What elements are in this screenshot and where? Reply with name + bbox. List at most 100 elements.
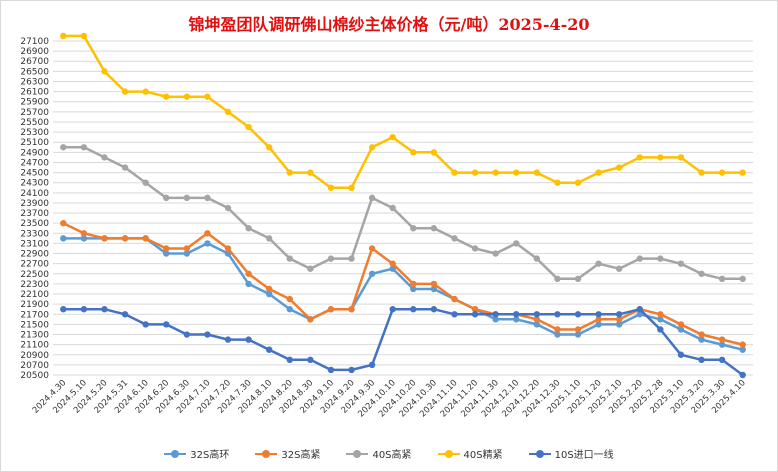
data-point: [739, 341, 746, 348]
y-tick-label: 25500: [20, 118, 49, 128]
data-point: [677, 326, 685, 333]
data-point: [60, 235, 67, 242]
y-tick-label: 22700: [20, 260, 49, 270]
data-point: [636, 154, 643, 161]
legend: 32S高环 32S高紧 40S高紧 40S精紧 10S进口一线: [1, 446, 777, 461]
legend-label: 40S高紧: [372, 450, 412, 461]
y-tick-label: 20900: [20, 351, 49, 361]
y-tick-label: 25300: [20, 128, 49, 138]
data-point: [657, 255, 664, 262]
y-tick-label: 27100: [20, 37, 49, 47]
data-point: [80, 144, 88, 151]
series-line: [63, 146, 743, 281]
data-point: [739, 169, 746, 176]
data-point: [636, 311, 643, 318]
data-point: [348, 255, 355, 262]
data-point: [163, 93, 170, 100]
data-point: [595, 169, 602, 176]
data-point: [471, 169, 479, 176]
data-point: [410, 225, 417, 232]
data-point: [224, 336, 232, 343]
legend-item: 32S高环: [164, 446, 229, 461]
data-point: [595, 311, 602, 318]
data-point: [142, 179, 149, 186]
data-point: [163, 250, 170, 257]
data-point: [307, 316, 314, 323]
data-point: [430, 225, 438, 232]
data-point: [698, 270, 705, 277]
data-point: [615, 311, 623, 318]
y-tick-label: 22100: [20, 290, 49, 300]
data-point: [163, 194, 170, 202]
y-tick-label: 25100: [20, 138, 49, 148]
data-point: [513, 316, 520, 323]
data-point: [204, 230, 211, 237]
data-point: [595, 316, 602, 323]
data-point: [718, 356, 726, 364]
y-tick-label: 25900: [20, 98, 49, 108]
legend-item: 40S高紧: [346, 446, 412, 461]
legend-swatch: [164, 449, 187, 459]
data-point: [327, 184, 335, 191]
data-point: [615, 316, 623, 323]
data-point: [368, 270, 376, 277]
data-point: [718, 275, 726, 283]
data-point: [389, 265, 396, 272]
data-point: [204, 194, 211, 202]
series-line: [63, 237, 744, 351]
legend-item: 10S进口一线: [528, 446, 614, 461]
data-point: [163, 245, 170, 252]
data-point: [739, 346, 746, 353]
legend-label: 40S精紧: [463, 450, 503, 461]
data-point: [677, 154, 685, 161]
data-point: [657, 316, 664, 323]
legend-label: 32S高环: [190, 450, 230, 461]
data-point: [348, 306, 355, 313]
y-tick-label: 24700: [20, 158, 49, 168]
data-point: [101, 68, 108, 75]
data-point: [368, 194, 376, 202]
y-tick-label: 23300: [20, 229, 49, 239]
data-point: [121, 164, 129, 171]
data-point: [615, 164, 623, 171]
legend-swatch: [255, 449, 278, 459]
data-point: [142, 235, 149, 242]
data-point: [574, 179, 582, 186]
legend-swatch: [437, 449, 460, 459]
data-point: [204, 240, 211, 247]
data-point: [657, 154, 664, 161]
data-point: [265, 346, 273, 353]
data-point: [657, 311, 664, 318]
data-point: [574, 311, 582, 318]
data-point: [451, 235, 458, 242]
data-point: [451, 169, 458, 176]
data-point: [739, 275, 746, 283]
data-point: [286, 356, 293, 364]
data-point: [636, 306, 643, 313]
data-point: [574, 326, 582, 333]
data-point: [677, 260, 685, 267]
line-chart: 2050020700209002110021300215002170021900…: [20, 32, 753, 420]
data-point: [265, 144, 273, 151]
data-point: [492, 169, 499, 176]
data-point: [245, 280, 252, 288]
data-point: [615, 265, 623, 272]
y-tick-label: 24500: [20, 169, 49, 179]
y-tick-label: 26500: [20, 67, 49, 77]
y-tick-label: 24100: [20, 189, 49, 199]
data-point: [286, 255, 293, 262]
data-point: [554, 275, 561, 283]
legend-item: 40S精紧: [437, 446, 503, 461]
data-point: [513, 240, 520, 247]
legend-item: 32S高紧: [255, 446, 320, 461]
data-point: [142, 88, 149, 95]
data-point: [677, 351, 685, 358]
data-point: [265, 235, 273, 242]
data-point: [101, 306, 108, 313]
data-point: [327, 366, 335, 374]
data-point: [60, 144, 67, 151]
data-point: [389, 260, 396, 267]
data-point: [677, 321, 685, 328]
data-point: [533, 311, 541, 318]
data-point: [121, 88, 129, 95]
